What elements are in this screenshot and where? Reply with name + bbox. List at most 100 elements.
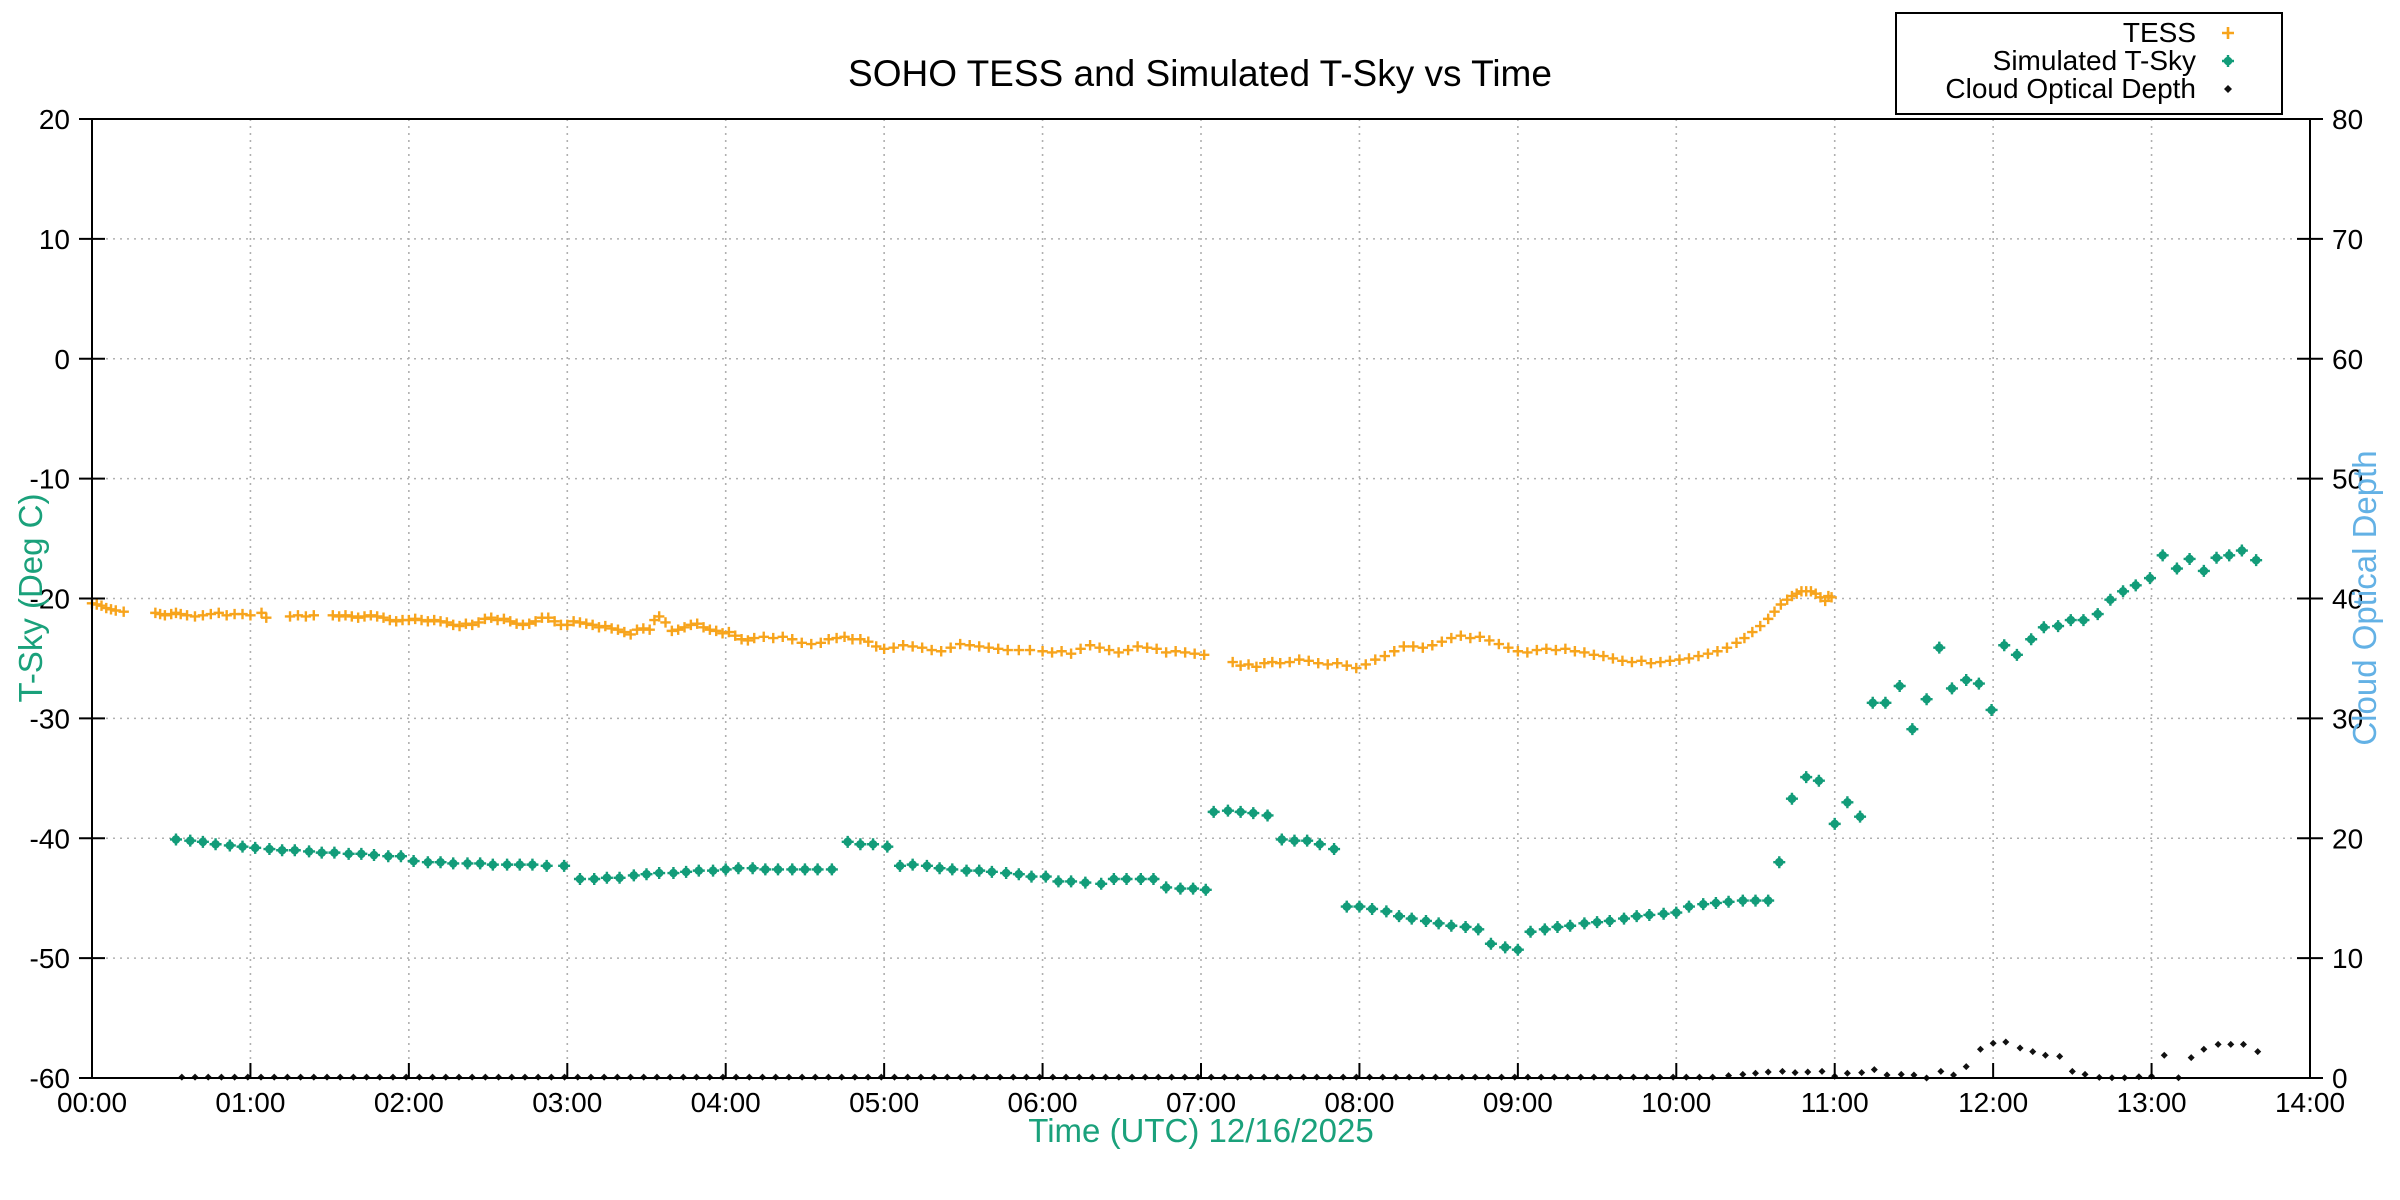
tess-marker — [758, 631, 769, 643]
tess-marker — [796, 637, 807, 649]
tess-marker — [935, 646, 947, 657]
simulated-tsky-marker — [1329, 844, 1339, 854]
simulated-tsky-marker — [843, 837, 853, 847]
simulated-tsky-marker — [761, 865, 770, 874]
axis-ticks — [79, 118, 2323, 1079]
tess-marker — [839, 631, 850, 643]
tess-marker — [1189, 648, 1200, 659]
simulated-tsky-marker — [475, 859, 485, 868]
x-tick-label: 00:00 — [57, 1087, 127, 1118]
tess-marker — [1569, 646, 1581, 657]
simulated-tsky-marker — [708, 866, 718, 875]
x-tick-label: 09:00 — [1483, 1087, 1553, 1118]
simulated-tsky-marker — [1843, 797, 1852, 807]
cloud-marker — [1818, 1067, 1826, 1075]
tess-marker — [1503, 642, 1514, 653]
cloud-marker — [2227, 1040, 2235, 1048]
tess-marker — [467, 619, 478, 631]
simulated-tsky-marker — [1526, 927, 1535, 937]
tess-marker — [1132, 641, 1143, 652]
simulated-tsky-marker — [1382, 907, 1391, 916]
x-tick-label: 01:00 — [215, 1087, 285, 1118]
simulated-tsky-marker — [171, 835, 181, 844]
tess-marker — [1389, 646, 1400, 657]
tess-marker — [1113, 647, 1124, 658]
tess-marker — [1560, 643, 1571, 655]
simulated-tsky-marker — [2012, 650, 2022, 660]
tess-marker — [1465, 632, 1476, 644]
simulated-tsky-marker — [1684, 902, 1694, 911]
tess-marker — [1607, 653, 1619, 664]
y-right-tick-label: 40 — [2332, 584, 2363, 615]
simulated-tsky-marker — [1801, 772, 1811, 782]
x-tick-label: 06:00 — [1008, 1087, 1078, 1118]
simulated-tsky-marker — [935, 863, 944, 873]
simulated-tsky-marker — [198, 837, 208, 847]
plot-border — [91, 118, 2311, 1079]
simulated-tsky-marker — [1814, 776, 1824, 786]
tess-marker — [1084, 640, 1096, 651]
tess-marker — [1739, 632, 1750, 644]
simulated-tsky-marker — [1263, 811, 1272, 820]
simulated-tsky-marker — [962, 866, 971, 875]
simulated-tsky-marker — [1122, 874, 1131, 884]
tess-marker — [742, 635, 754, 646]
simulated-tsky-marker — [2158, 551, 2167, 560]
simulated-tsky-marker — [1868, 698, 1878, 708]
simulated-tsky-marker — [1961, 675, 1971, 685]
cloud-marker — [1897, 1070, 1905, 1078]
tess-marker — [454, 620, 465, 632]
y-left-tick-label: -60 — [30, 1063, 70, 1094]
tess-marker — [619, 626, 630, 638]
y-right-tick-label: 10 — [2332, 943, 2363, 974]
y-left-tick-label: -50 — [30, 943, 70, 974]
simulated-tsky-marker — [2093, 609, 2103, 619]
x-tick-label: 12:00 — [1958, 1087, 2028, 1118]
simulated-tsky-marker — [488, 860, 498, 869]
simulated-tsky-marker — [1188, 884, 1198, 893]
tess-marker — [871, 641, 882, 652]
simulated-tsky-marker — [1881, 698, 1890, 708]
tess-marker — [698, 622, 709, 633]
simulated-tsky-marker — [1565, 921, 1575, 931]
cloud-marker — [1752, 1069, 1759, 1077]
cloud-marker — [1804, 1068, 1812, 1076]
tess-marker — [245, 610, 256, 621]
simulated-tsky-marker — [1553, 922, 1562, 932]
simulated-tsky-marker — [787, 865, 797, 874]
tess-marker — [1141, 642, 1153, 653]
simulated-tsky-marker — [409, 856, 418, 866]
tess-marker — [118, 606, 129, 617]
tess-marker — [1379, 650, 1390, 662]
simulated-tsky-marker — [1922, 694, 1931, 704]
tess-marker — [1046, 647, 1058, 658]
tess-marker — [1826, 592, 1837, 603]
simulated-tsky-marker — [629, 871, 639, 880]
simulated-tsky-marker — [642, 869, 651, 879]
simulated-tsky-marker — [1711, 898, 1721, 908]
simulated-tsky-marker — [813, 865, 822, 874]
legend-marker-sim — [2223, 56, 2233, 66]
simulated-tsky-marker — [1774, 857, 1784, 867]
simulated-tsky-marker — [1201, 885, 1211, 895]
x-axis-label: Time (UTC) 12/16/2025 — [1028, 1112, 1373, 1149]
simulated-tsky-marker — [463, 859, 472, 868]
simulated-tsky-marker — [734, 863, 743, 873]
simulated-tsky-marker — [1619, 914, 1629, 923]
cloud-marker — [2200, 1045, 2208, 1053]
x-tick-label: 11:00 — [1801, 1087, 1869, 1118]
tess-marker — [1075, 643, 1086, 655]
cloud-marker — [1937, 1067, 1945, 1075]
tess-marker — [1351, 662, 1362, 674]
simulated-tsky-marker — [2212, 553, 2221, 563]
simulated-tsky-marker — [1176, 884, 1185, 893]
cloud-marker — [1739, 1070, 1747, 1078]
cloud-optical-depth-series — [178, 1038, 2262, 1082]
simulated-tsky-marker — [1987, 705, 1996, 715]
tess-marker — [1275, 658, 1286, 669]
simulated-tsky-marker — [2224, 551, 2234, 560]
tess-marker — [1769, 606, 1780, 617]
legend-label-tess: TESS — [2123, 17, 2196, 48]
